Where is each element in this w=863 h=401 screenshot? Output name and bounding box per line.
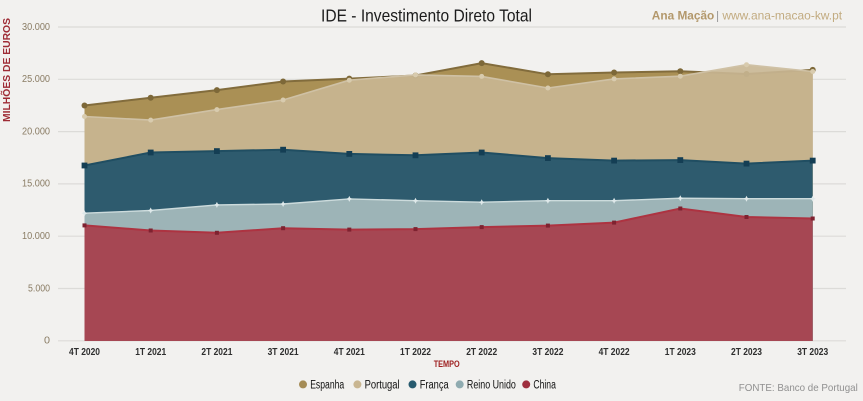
svg-text:França: França: [420, 379, 449, 391]
svg-text:4T 2020: 4T 2020: [69, 346, 100, 358]
svg-text:2T 2021: 2T 2021: [201, 346, 232, 358]
svg-text:3T 2021: 3T 2021: [268, 346, 299, 358]
svg-text:25.000: 25.000: [22, 74, 50, 85]
svg-text:1T 2023: 1T 2023: [665, 346, 696, 358]
svg-text:4T 2022: 4T 2022: [599, 346, 630, 358]
svg-text:Portugal: Portugal: [365, 379, 400, 391]
svg-text:0: 0: [44, 336, 50, 347]
svg-text:3T 2022: 3T 2022: [532, 346, 563, 358]
svg-text:30.000: 30.000: [22, 22, 50, 33]
svg-text:15.000: 15.000: [22, 179, 50, 190]
svg-text:|: |: [716, 9, 719, 23]
svg-text:2T 2022: 2T 2022: [466, 346, 497, 358]
svg-text:FONTE: Banco de Portugal: FONTE: Banco de Portugal: [739, 382, 858, 394]
svg-text:www.ana-macao-kw.pt: www.ana-macao-kw.pt: [721, 9, 842, 23]
svg-text:20.000: 20.000: [22, 126, 50, 137]
svg-text:IDE - Investimento Direto Tota: IDE - Investimento Direto Total: [321, 6, 532, 26]
svg-text:2T 2023: 2T 2023: [731, 346, 762, 358]
svg-text:1T 2022: 1T 2022: [400, 346, 431, 358]
svg-text:3T 2023: 3T 2023: [797, 346, 828, 358]
svg-text:10.000: 10.000: [22, 231, 50, 242]
svg-text:5.000: 5.000: [28, 283, 50, 294]
svg-text:1T 2021: 1T 2021: [135, 346, 166, 358]
svg-text:TEMPO: TEMPO: [434, 359, 460, 370]
svg-text:MILHÕES DE EUROS: MILHÕES DE EUROS: [0, 18, 13, 122]
svg-text:4T 2021: 4T 2021: [334, 346, 365, 358]
svg-text:Ana Mação: Ana Mação: [652, 9, 715, 23]
svg-text:Espanha: Espanha: [310, 379, 344, 391]
svg-text:China: China: [533, 379, 556, 391]
svg-text:Reino Unido: Reino Unido: [467, 379, 516, 391]
